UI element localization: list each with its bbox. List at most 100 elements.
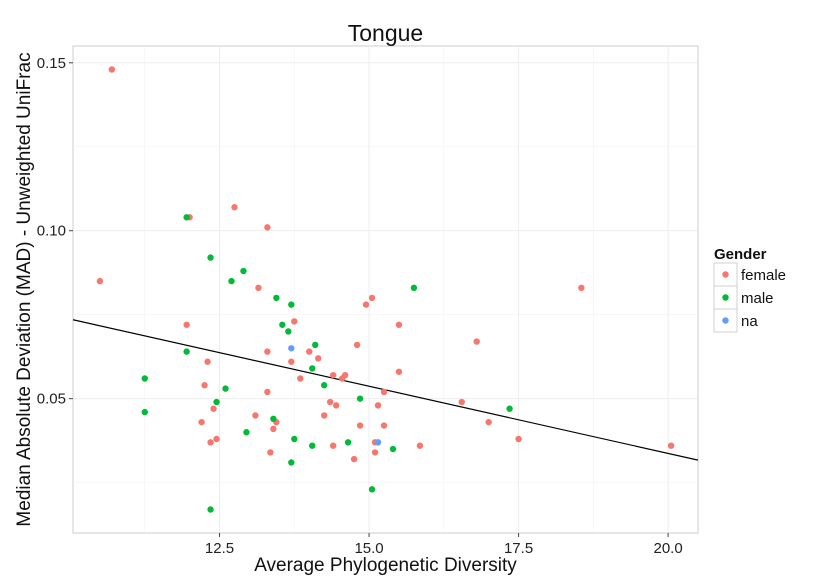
legend-swatch-na (722, 317, 729, 324)
point-female (329, 442, 337, 449)
point-female (96, 277, 104, 285)
point-male (141, 375, 148, 382)
legend-label-female: female (741, 267, 786, 284)
point-female (297, 375, 304, 382)
point-female (515, 435, 522, 443)
point-male (506, 405, 513, 412)
point-female (485, 418, 492, 426)
x-tick-label: 12.5 (205, 540, 234, 557)
y-tick-label: 0.05 (37, 391, 66, 408)
point-male (285, 328, 292, 335)
point-male (344, 439, 352, 446)
point-male (141, 408, 148, 416)
point-male (228, 277, 235, 285)
point-male (270, 415, 277, 423)
point-female (350, 455, 358, 463)
point-male (291, 435, 298, 443)
legend-swatch-male (722, 294, 729, 301)
legend-swatch-female (722, 271, 729, 278)
point-female (458, 398, 465, 406)
point-male (320, 382, 328, 389)
point-female (264, 348, 271, 355)
point-female (210, 405, 217, 412)
point-female (288, 358, 295, 365)
point-male (183, 214, 190, 221)
x-axis-ticks: 12.5 15.0 17.5 20.0 (205, 533, 683, 557)
point-female (667, 442, 675, 449)
point-na (374, 439, 382, 446)
point-female (395, 321, 403, 328)
x-tick-label: 15.0 (354, 540, 383, 557)
point-female (341, 371, 349, 379)
point-female (380, 388, 388, 396)
point-male (207, 506, 214, 513)
point-female (291, 318, 298, 325)
y-tick-label: 0.15 (37, 55, 66, 72)
point-female (380, 422, 388, 429)
point-male (183, 348, 190, 355)
point-male (368, 486, 376, 493)
point-female (371, 449, 379, 456)
point-male (410, 284, 418, 292)
data-points (96, 66, 675, 513)
point-male (309, 365, 316, 372)
point-female (374, 402, 382, 409)
point-male (240, 267, 247, 275)
point-male (356, 395, 364, 402)
point-female (326, 398, 334, 406)
point-female (416, 442, 424, 449)
point-female (231, 204, 238, 211)
point-female (395, 368, 403, 375)
point-female (264, 224, 271, 231)
x-tick-label: 20.0 (653, 540, 682, 557)
point-female (332, 402, 340, 409)
plot-panel (72, 45, 699, 534)
point-female (578, 284, 585, 292)
point-male (312, 341, 319, 349)
point-female (306, 348, 313, 355)
point-female (108, 66, 116, 73)
point-male (288, 301, 295, 308)
point-male (309, 442, 316, 449)
y-axis-title: Median Absolute Deviation (MAD) - Unweig… (14, 52, 35, 526)
point-male (222, 385, 229, 392)
point-female (356, 422, 364, 429)
x-tick-label: 17.5 (504, 540, 533, 557)
point-male (273, 294, 280, 302)
point-female (207, 439, 214, 446)
point-male (389, 445, 397, 453)
legend: Gender female male na (713, 246, 786, 333)
legend-title: Gender (714, 246, 767, 263)
point-female (252, 412, 259, 419)
point-female (329, 371, 337, 379)
point-female (204, 358, 211, 365)
point-female (473, 338, 480, 345)
point-male (213, 398, 220, 406)
legend-label-male: male (741, 290, 774, 307)
chart-title: Tongue (348, 20, 423, 46)
point-male (243, 429, 250, 436)
point-female (320, 412, 328, 419)
point-female (267, 449, 274, 456)
point-female (183, 321, 190, 328)
point-na (288, 345, 295, 352)
point-female (368, 294, 376, 302)
point-male (288, 459, 295, 466)
point-male (279, 321, 286, 328)
point-female (270, 425, 277, 433)
point-female (264, 388, 271, 396)
point-female (201, 382, 208, 389)
y-tick-label: 0.10 (37, 223, 66, 240)
y-axis-ticks: 0.05 0.10 0.15 (37, 55, 73, 408)
major-gridlines (73, 46, 698, 533)
point-female (362, 301, 370, 308)
point-male (207, 254, 214, 261)
legend-label-na: na (741, 313, 758, 330)
x-axis-title: Average Phylogenetic Diversity (254, 555, 517, 576)
point-female (198, 418, 205, 426)
point-female (213, 435, 220, 443)
minor-gridlines (73, 46, 698, 533)
point-female (255, 284, 262, 292)
point-female (353, 341, 361, 349)
